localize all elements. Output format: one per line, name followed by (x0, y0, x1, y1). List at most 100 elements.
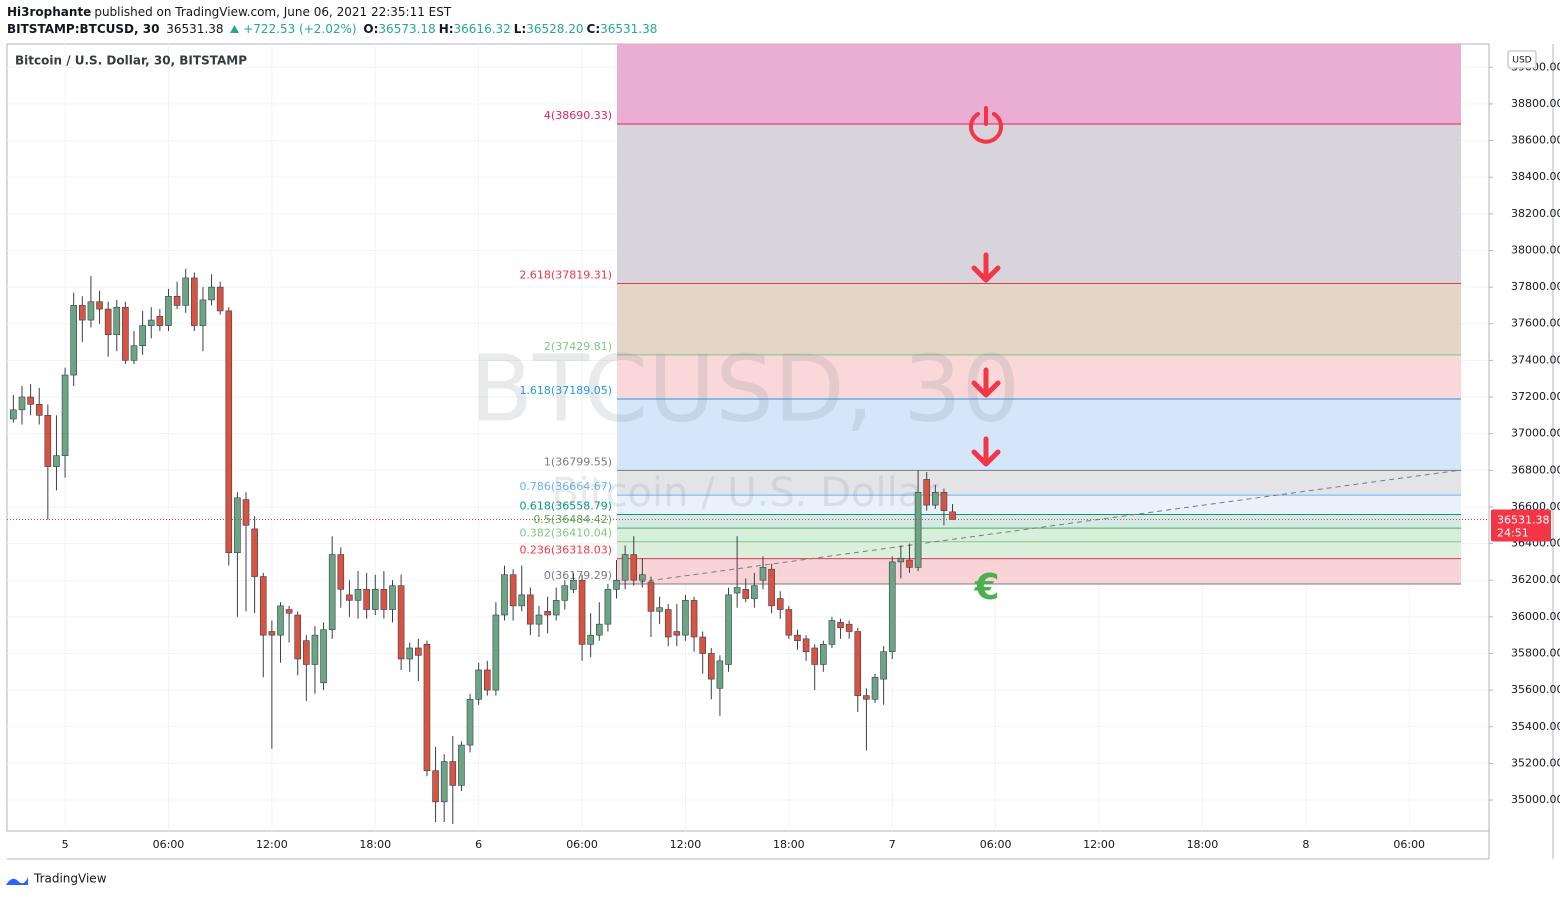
candle-body (613, 579, 620, 590)
y-tick-label: 38000.00 (1511, 243, 1560, 256)
candle-body (725, 594, 732, 665)
last-price-box (1491, 509, 1551, 542)
candle-body (61, 374, 69, 456)
candle-body (923, 479, 931, 506)
candle-body (104, 308, 112, 336)
fib-band (617, 399, 1461, 471)
candle-body (682, 600, 689, 636)
legend-title: Bitcoin / U.S. Dollar, 30, BITSTAMP (15, 54, 247, 68)
candle-body (277, 605, 284, 636)
ohlc-value: 36531.38 (600, 22, 658, 36)
candle-body (199, 299, 207, 326)
fib-label: 1(36799.55) (544, 455, 612, 468)
x-tick-label: 12:00 (256, 838, 288, 851)
candle-body (466, 698, 474, 746)
ohlc-label: C: (586, 22, 601, 36)
x-tick-label: 12:00 (670, 838, 702, 851)
published: published on TradingView.com, June 06, 2… (94, 5, 452, 19)
candle-body (173, 295, 181, 306)
candle-body (182, 277, 190, 306)
candle-body (561, 585, 569, 601)
fib-band (617, 495, 1461, 515)
candle-body (354, 589, 362, 601)
candle-body (570, 579, 577, 590)
candle-body (251, 528, 258, 577)
header-line-1: Hi3rophante published on TradingView.com,… (7, 5, 454, 19)
candle-body (906, 559, 913, 568)
x-tick-label: 06:00 (153, 838, 185, 851)
candle-body (380, 589, 388, 610)
y-tick-label: 36800.00 (1511, 463, 1560, 476)
candle-body (707, 653, 715, 680)
candle-body (552, 600, 560, 616)
candle-body (604, 589, 612, 625)
candle-body (337, 554, 345, 590)
ohlc-value: 36573.18 (378, 22, 436, 36)
fib-band (617, 514, 1461, 529)
fib-band (617, 541, 1461, 559)
candle-body (423, 644, 431, 772)
currency-box (1507, 50, 1537, 69)
candle-body (544, 611, 551, 616)
candle-body (854, 631, 862, 696)
candle-body (751, 585, 758, 599)
candle-body (888, 561, 896, 652)
y-tick-label: 37000.00 (1511, 427, 1560, 440)
watermark: BTCUSD, 30 (470, 335, 1020, 442)
y-tick-label: 35400.00 (1511, 720, 1560, 733)
candle-body (880, 651, 887, 680)
x-tick-label: 5 (62, 838, 69, 851)
candle-body (311, 634, 319, 665)
x-tick-label: 7 (889, 838, 896, 851)
candle-body (802, 638, 810, 652)
fib-band (617, 283, 1461, 355)
candle-body (79, 305, 86, 321)
candle-body (483, 669, 491, 691)
candle-body (742, 589, 750, 599)
candle-body (699, 636, 706, 654)
icons: € (969, 106, 1003, 608)
candle-body (113, 306, 121, 336)
candle-body (96, 301, 103, 310)
y-tick-label: 38800.00 (1511, 97, 1560, 110)
y-tick-label: 35200.00 (1511, 756, 1560, 769)
candle-body (208, 286, 215, 301)
trend-line (639, 469, 1462, 583)
y-tick-label: 38400.00 (1511, 170, 1560, 183)
fib-label: 0.5(36484.42) (533, 513, 612, 526)
candle-body (716, 660, 724, 689)
ohlc-label: L: (513, 22, 527, 36)
x-tick-label: 18:00 (359, 838, 391, 851)
x-tick-label: 18:00 (1187, 838, 1219, 851)
candle-body (432, 770, 439, 803)
fib-label: 0.236(36318.03) (519, 544, 612, 557)
fib-band (617, 354, 1461, 400)
candle-body (811, 647, 818, 665)
x-tick-label: 12:00 (1083, 838, 1115, 851)
candle-body (492, 614, 500, 691)
x-tick-label: 06:00 (1393, 838, 1425, 851)
candle-body (501, 574, 508, 616)
candle-body (647, 581, 655, 612)
fib-band (617, 44, 1461, 124)
y-tick-label: 35800.00 (1511, 646, 1560, 659)
y-tick-label: 37600.00 (1511, 317, 1560, 330)
y-tick-label: 37200.00 (1511, 390, 1560, 403)
fib-band (617, 123, 1461, 284)
candle-body (285, 609, 293, 614)
candle-body (440, 761, 448, 803)
candle-body (776, 598, 784, 610)
candle-body (294, 614, 302, 660)
fib-band (617, 470, 1461, 496)
change: +722.53 (+2.02%) (243, 22, 357, 36)
candle-body (397, 585, 405, 660)
candle-body (268, 631, 276, 636)
y-tick-label: 38200.00 (1511, 207, 1560, 220)
candle-body (259, 576, 267, 636)
header-line-2: BITSTAMP:BTCUSD, 30 36531.38 +722.53 (+2… (7, 22, 663, 36)
fib-label: 0(36179.29) (544, 569, 612, 582)
currency-label: USD (1512, 56, 1531, 66)
x-tick-label: 06:00 (980, 838, 1012, 851)
candle-body (44, 415, 52, 467)
